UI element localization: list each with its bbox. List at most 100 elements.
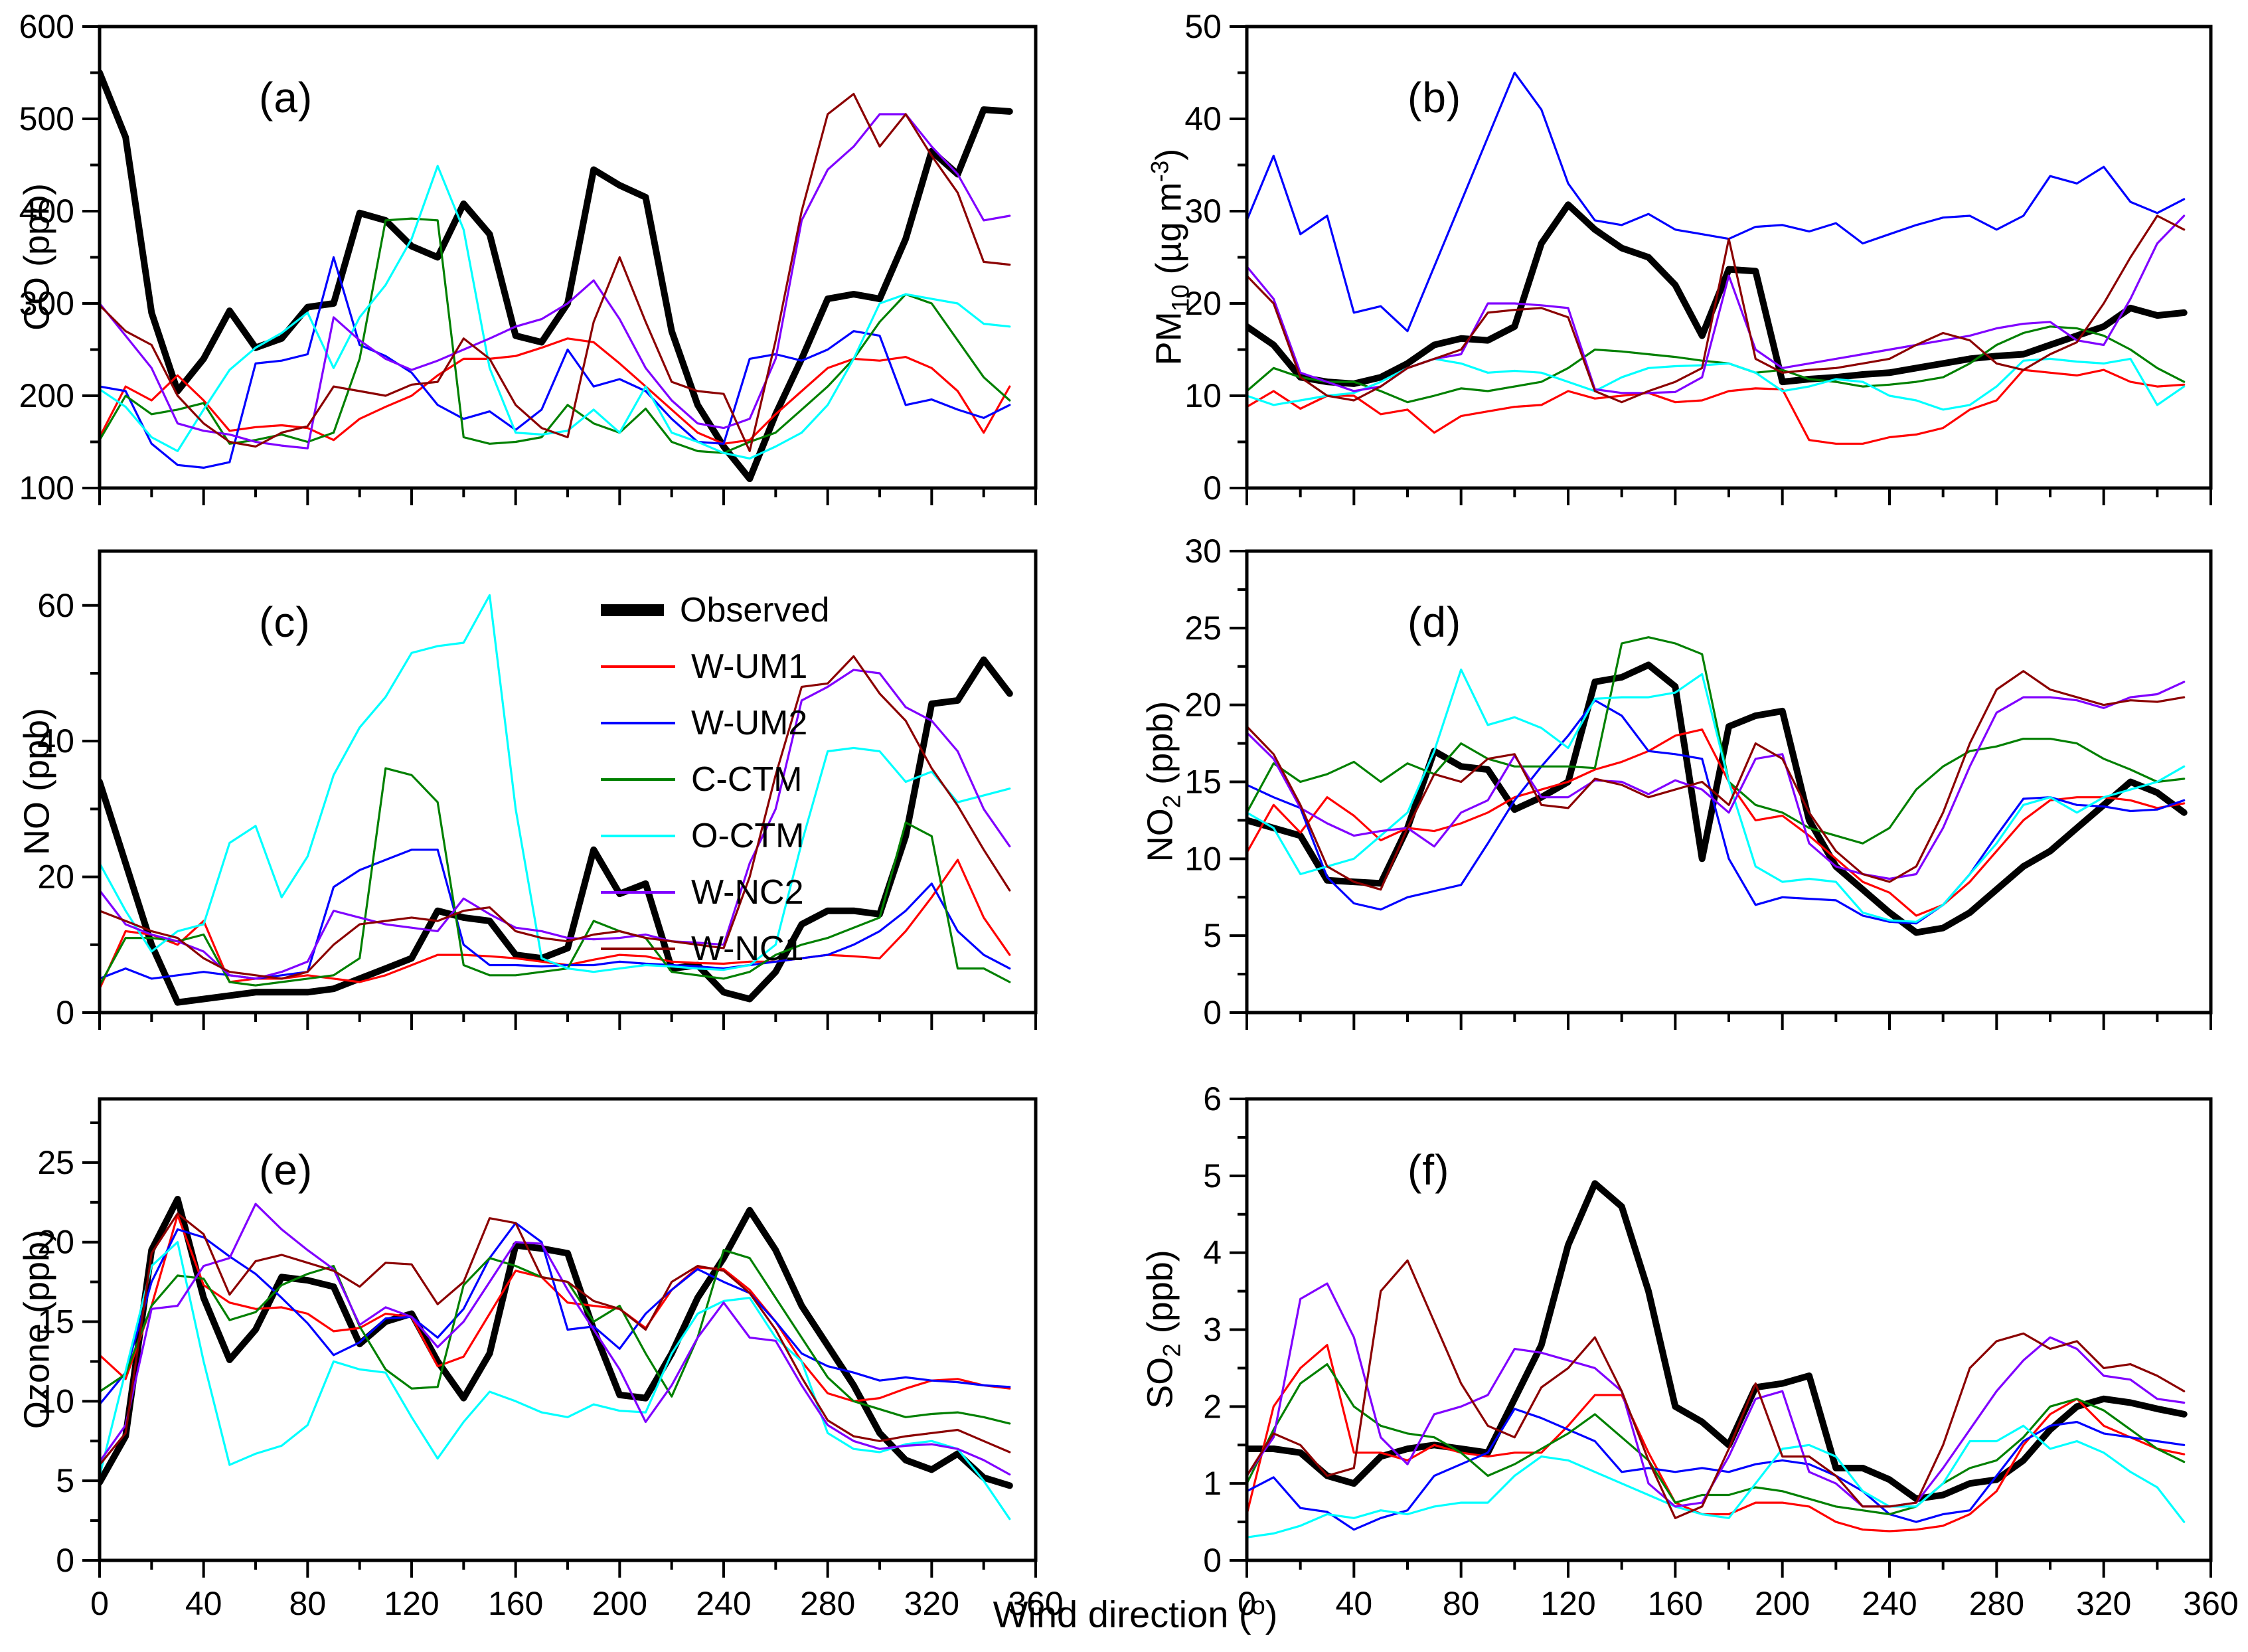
y-tick-label: 600 [19,8,74,45]
series-O-CTM [98,594,1011,973]
legend-item-w-um1: W-UM1 [601,638,829,695]
series-W-NC1 [98,655,1011,980]
legend-item-o-ctm: O-CTM [601,807,829,864]
legend-item-w-nc2: W-NC2 [601,864,829,920]
series-C-CTM [98,767,1011,987]
series-W-UM1 [98,1214,1011,1402]
y-tick-label: 25 [1184,610,1222,647]
y-tick-label: 20 [37,859,74,896]
y-tick-label: 100 [19,469,74,507]
panel-a-letter: (a) [259,74,313,122]
x-axis-title: Wind direction (o) [993,1592,1278,1635]
y-tick-label: 50 [1184,8,1222,45]
x-tick-label: 160 [488,1585,543,1622]
series-O-CTM [98,1241,1011,1521]
x-tick-label: 40 [1336,1585,1373,1622]
c-ctm-line-sample [601,778,675,781]
w-nc1-line-sample [601,947,675,950]
series-W-NC1 [1245,1259,2186,1519]
y-tick-label: 30 [1184,533,1222,570]
plot-frame [1245,25,2213,490]
y-tick-label: 0 [56,994,74,1031]
y-tick-label: 0 [1203,994,1222,1031]
series-W-NC2 [98,1202,1011,1476]
series-O-CTM [1245,668,2186,923]
x-tick-label: 320 [2076,1585,2131,1622]
series-O-CTM [1245,1424,2186,1538]
panel-b: 0 10 20 30 40 50 [1184,8,2213,507]
y-tick-label: 60 [37,587,74,624]
series-W-NC1 [98,92,1011,453]
y-axis-title-no2: NO2 (ppb) [1140,701,1186,863]
series-W-UM1 [1245,369,2186,445]
y-tick-label: 40 [37,722,74,760]
y-tick-label: 10 [37,1382,74,1420]
y-tick-label: 10 [1184,377,1222,414]
panel-a: 100 200 300 400 500 600 [19,8,1038,507]
y-axis-title-pm10: PM10 (µg m-3) [1146,148,1194,366]
y-tick-label: 3 [1203,1311,1222,1349]
y-axis-title-so2: SO2 (ppb) [1140,1250,1186,1409]
series-Observed [98,656,1013,1006]
y-tick-label: 20 [1184,285,1222,322]
y-tick-label: 30 [1184,193,1222,230]
x-tick-label: 40 [185,1585,222,1622]
x-tick-label: 280 [800,1585,855,1622]
series-W-UM2 [98,1222,1011,1406]
series-C-CTM [98,217,1011,454]
y-tick-label: 0 [1203,1542,1222,1579]
x-tick-label: 240 [696,1585,751,1622]
series-W-NC2 [98,669,1011,980]
panel-d-letter: (d) [1407,598,1462,646]
series-C-CTM [1245,325,2186,404]
y-tick-label: 0 [56,1542,74,1579]
panel-b-letter: (b) [1407,74,1462,122]
panel-d: 0 5 10 15 20 25 30 [1184,533,2213,1031]
y-axis-title-ozone: Ozone (ppb) [17,1229,57,1430]
panel-c-letter: (c) [259,598,311,646]
y-tick-label: 1 [1203,1465,1222,1502]
y-tick-label: 15 [1184,764,1222,801]
x-tick-label: 280 [1969,1585,2024,1622]
series-O-CTM [1245,357,2186,411]
x-tick-label: 0 [1238,1585,1256,1622]
y-tick-label: 5 [1203,917,1222,954]
y-axis-title-co: CO (ppb) [17,183,57,331]
panel-e: 0 40 80 120 160 200 240 280 320 360 0 5 10 15 20 25 [37,1097,1064,1622]
y-axis-title-no: NO (ppb) [17,707,57,856]
y-tick-label: 500 [19,100,74,137]
y-tick-label: 2 [1203,1388,1222,1425]
y-tick-label: 4 [1203,1234,1222,1272]
series-C-CTM [1245,636,2186,845]
panel-f-letter: (f) [1407,1146,1450,1194]
panel-c: 0 20 40 60 [37,549,1038,1031]
panel-e-letter: (e) [259,1146,313,1194]
y-tick-label: 400 [19,193,74,230]
y-tick-label: 5 [1203,1157,1222,1195]
x-tick-label: 320 [904,1585,959,1622]
series-C-CTM [1245,1363,2186,1516]
series-W-UM1 [98,337,1011,445]
series-W-UM1 [1245,728,2186,917]
x-tick-label: 200 [592,1585,647,1622]
y-tick-label: 6 [1203,1080,1222,1117]
y-tick-label: 20 [37,1224,74,1261]
series-W-NC2 [1245,1282,2186,1508]
y-tick-label: 40 [1184,100,1222,137]
series-W-NC2 [1245,681,2186,880]
series-W-NC2 [98,113,1011,450]
series-C-CTM [98,1249,1011,1425]
y-tick-label: 5 [56,1462,74,1499]
x-tick-label: 360 [1008,1585,1063,1622]
y-tick-label: 20 [1184,687,1222,724]
series-W-NC1 [1245,670,2186,891]
y-tick-label: 300 [19,285,74,322]
w-um1-line-sample [601,665,675,668]
plot-frame [1245,1097,2213,1562]
series-Observed [98,1196,1013,1489]
legend: Observed W-UM1 W-UM2 C-CTM O-CTM W-NC2 W… [601,582,829,977]
series-Observed [1245,1180,2188,1503]
x-tick-label: 240 [1862,1585,1917,1622]
legend-item-w-um2: W-UM2 [601,695,829,751]
